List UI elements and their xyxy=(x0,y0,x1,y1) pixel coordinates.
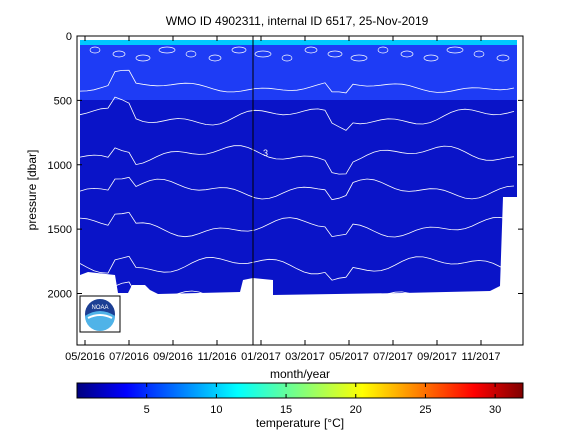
colorbar-label: temperature [°C] xyxy=(256,416,344,430)
colorbar-tick-label: 10 xyxy=(210,404,222,416)
noaa-logo-text: NOAA xyxy=(91,305,108,311)
contour-line xyxy=(79,255,515,281)
x-axis-label: month/year xyxy=(270,367,330,381)
contour-line xyxy=(185,50,197,58)
colorbar-tick-label: 20 xyxy=(350,404,362,416)
contour-line xyxy=(446,46,464,54)
contour-line xyxy=(231,46,247,54)
x-axis: 05/2016 07/2016 09/2016 11/2016 01/2017 03/20… xyxy=(65,36,500,363)
y-axis: 0 500 1000 1500 2000 xyxy=(48,31,523,301)
colorbar-tick-label: 30 xyxy=(489,404,501,416)
contour-line xyxy=(254,50,272,58)
temperature-field xyxy=(80,40,517,295)
plot-area: 3 05/2016 07/2016 09/2016 11/2016 01/2017 03/… xyxy=(48,31,524,363)
contour-line xyxy=(377,46,389,54)
contour-line xyxy=(89,46,101,54)
contour-line xyxy=(327,50,343,58)
contour-line xyxy=(423,54,439,62)
contour-line xyxy=(208,54,222,62)
y-tick-label: 500 xyxy=(54,95,72,107)
contour-line xyxy=(79,69,515,94)
contour-line xyxy=(79,176,515,201)
plot-frame xyxy=(76,35,524,346)
contour-line xyxy=(79,145,515,175)
x-tick-label: 07/2017 xyxy=(373,351,413,363)
contour-line xyxy=(473,50,485,58)
y-tick-label: 1500 xyxy=(48,224,72,236)
colorbar-gradient xyxy=(76,382,524,399)
noaa-logo: NOAA xyxy=(79,295,121,333)
colorbar-tick-label: 5 xyxy=(144,404,150,416)
contour-line xyxy=(400,50,414,58)
x-tick-label: 01/2017 xyxy=(241,351,281,363)
contour-lines xyxy=(79,46,515,309)
y-tick-label: 0 xyxy=(66,31,72,43)
x-tick-label: 07/2016 xyxy=(109,351,149,363)
x-tick-label: 11/2017 xyxy=(462,351,501,363)
colorbar-ticks: 5 10 15 20 25 30 xyxy=(144,383,501,416)
contour-line xyxy=(350,54,368,62)
surface-band xyxy=(80,40,517,45)
x-tick-label: 09/2017 xyxy=(417,351,457,363)
contour-line xyxy=(496,54,510,62)
colorbar-tick-label: 25 xyxy=(419,404,431,416)
x-tick-label: 03/2017 xyxy=(285,351,325,363)
chart-title: WMO ID 4902311, internal ID 6517, 25-Nov… xyxy=(166,14,429,28)
x-tick-label: 11/2016 xyxy=(198,351,237,363)
contour-line xyxy=(158,46,176,54)
contour-line xyxy=(79,96,515,131)
contour-label: 3 xyxy=(263,148,268,158)
contour-line xyxy=(112,50,126,58)
contour-line xyxy=(281,54,293,62)
x-tick-label: 09/2016 xyxy=(153,351,193,363)
y-axis-label: pressure [dbar] xyxy=(25,150,39,231)
contour-line xyxy=(79,211,515,238)
colorbar: 5 10 15 20 25 30 temperature [°C] xyxy=(76,382,524,430)
contour-line xyxy=(79,281,515,309)
y-tick-label: 1000 xyxy=(48,160,72,172)
y-tick-label: 2000 xyxy=(48,289,72,301)
contour-line xyxy=(304,46,318,54)
x-tick-label: 05/2016 xyxy=(65,351,105,363)
colorbar-tick-label: 15 xyxy=(280,404,292,416)
contour-line xyxy=(135,54,151,62)
x-tick-label: 05/2017 xyxy=(329,351,369,363)
